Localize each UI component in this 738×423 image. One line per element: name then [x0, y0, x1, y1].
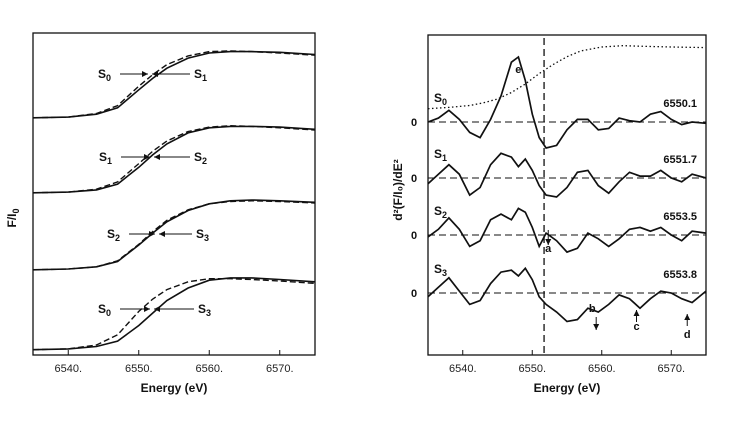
left-x-tick-label: 6570.	[266, 363, 294, 375]
left-arrowhead-a	[144, 154, 150, 160]
right-inflection-label: 6550.1	[663, 98, 697, 110]
left-state-label-b: S3	[198, 302, 211, 318]
left-spectrum-dashed-line	[32, 200, 316, 271]
left-x-tick-label: 6560.	[195, 363, 223, 375]
right-x-tick-label: 6550.	[518, 363, 546, 375]
left-spectra-curves	[32, 50, 316, 351]
right-state-label: S3	[434, 262, 447, 278]
left-arrowhead-b	[154, 306, 160, 312]
left-state-label-b: S1	[194, 67, 207, 83]
left-spectrum-dashed-line	[32, 50, 316, 119]
right-x-ticks: 6540. 6550. 6560. 6570.	[449, 350, 685, 375]
right-annotation-label: c	[633, 321, 639, 333]
left-state-label-b: S3	[196, 227, 209, 243]
right-inflection-label: 6553.8	[663, 269, 697, 281]
right-zero-label: 0	[411, 173, 417, 185]
right-derivative-curves	[427, 38, 707, 355]
right-state-label: S0	[434, 91, 447, 107]
left-spectrum-solid-line	[32, 199, 316, 271]
right-annotation-label: b	[589, 303, 596, 315]
left-arrowhead-a	[149, 231, 155, 237]
left-x-tick-label: 6540.	[54, 363, 82, 375]
left-arrowhead-a	[144, 306, 150, 312]
right-x-tick-label: 6560.	[588, 363, 616, 375]
right-annotation-label: e	[515, 64, 521, 76]
left-arrowhead-b	[159, 231, 165, 237]
right-x-tick-label: 6540.	[449, 363, 477, 375]
right-annotation-arrowhead	[593, 324, 600, 330]
right-derivative-line	[427, 152, 707, 198]
left-x-tick-label: 6550.	[125, 363, 153, 375]
right-derivative-line	[427, 55, 707, 149]
right-zero-label: 0	[411, 288, 417, 300]
left-state-label-b: S2	[194, 150, 207, 166]
left-state-label-a: S0	[98, 67, 111, 83]
left-spectrum-dashed-line	[32, 124, 316, 194]
left-spectrum-solid-line	[32, 125, 316, 194]
right-derivative-line	[427, 207, 707, 254]
right-inflection-label: 6553.5	[663, 211, 697, 223]
right-annotation-label: a	[545, 243, 552, 255]
left-annotations: S0 S1 S1 S2 S2 S3 S0 S3	[98, 67, 211, 318]
left-plot-frame	[32, 32, 316, 356]
right-plot-frame	[427, 34, 707, 356]
left-state-label-a: S2	[107, 227, 120, 243]
right-y-axis-title: d²(F/I₀)/dE²	[391, 159, 405, 220]
left-panel-edge-spectra: 6540. 6550. 6560. 6570. S0 S1 S1 S2 S2 S3 S0 S3 En…	[5, 32, 316, 395]
left-arrowhead-b	[154, 154, 160, 160]
left-arrowhead-a	[142, 71, 148, 77]
left-x-ticks: 6540. 6550. 6560. 6570.	[54, 350, 294, 375]
right-annotation-arrowhead	[633, 310, 640, 316]
left-state-label-a: S1	[99, 150, 112, 166]
right-annotation-label: d	[684, 329, 691, 341]
right-derivative-line	[427, 266, 707, 323]
right-s0-absorption-dotted-line	[427, 45, 707, 110]
right-state-label: S2	[434, 204, 447, 220]
right-zero-label: 0	[411, 230, 417, 242]
left-x-axis-title: Energy (eV)	[141, 381, 208, 395]
left-arrowhead-b	[152, 71, 158, 77]
right-zero-label: 0	[411, 117, 417, 129]
right-annotation-arrowhead	[545, 239, 552, 245]
right-x-axis-title: Energy (eV)	[534, 381, 601, 395]
right-inflection-label: 6551.7	[663, 154, 697, 166]
right-annotation-arrowhead	[684, 314, 691, 320]
right-state-label: S1	[434, 147, 447, 163]
left-spectrum-solid-line	[32, 277, 316, 351]
left-state-label-a: S0	[98, 302, 111, 318]
left-spectrum-dashed-line	[32, 278, 316, 351]
right-annotations: 0 S0 6550.1 0 S1 6551.7 0 S2 6553.5 0 S3 6553.8 a b c d…	[411, 64, 697, 341]
right-x-tick-label: 6570.	[657, 363, 685, 375]
left-y-axis-title: F/I0	[5, 208, 21, 227]
